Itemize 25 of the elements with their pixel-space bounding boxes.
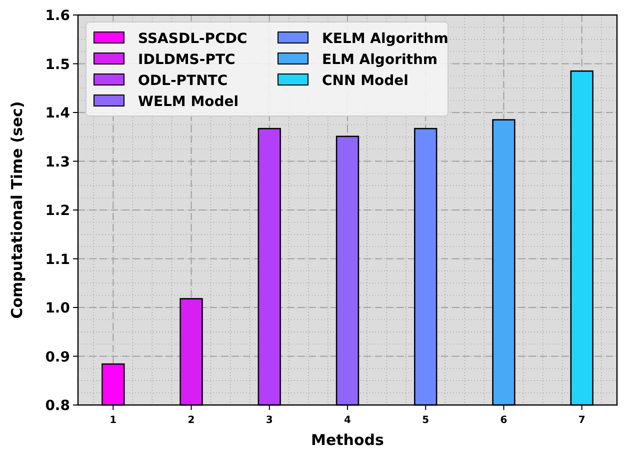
y-tick-label: 1.4 — [45, 106, 70, 122]
x-tick-label: 6 — [500, 415, 508, 426]
y-tick-label: 1.1 — [45, 252, 70, 268]
x-tick-label: 2 — [188, 415, 195, 426]
y-tick-label: 0.8 — [45, 398, 70, 414]
y-tick-label: 1.3 — [45, 154, 70, 170]
y-tick-label: 1.0 — [45, 300, 70, 316]
y-tick-label: 1.6 — [45, 8, 70, 24]
y-axis-title: Computational Time (sec) — [8, 101, 26, 319]
legend-label: WELM Model — [138, 94, 239, 110]
x-axis-title: Methods — [311, 431, 384, 449]
legend-label: ELM Algorithm — [322, 52, 438, 68]
x-tick-label: 4 — [344, 415, 352, 426]
legend-label: ODL-PTNTC — [138, 73, 228, 89]
x-tick-label: 5 — [422, 415, 430, 426]
y-tick-label: 0.9 — [45, 349, 70, 366]
x-tick-label: 3 — [266, 415, 273, 426]
legend-label: SSASDL-PCDC — [138, 31, 248, 47]
legend-label: KELM Algorithm — [322, 31, 448, 47]
y-tick-label: 1.2 — [45, 203, 70, 219]
x-tick-label: 7 — [578, 415, 586, 426]
legend-label: CNN Model — [322, 73, 408, 89]
y-tick-label: 1.5 — [45, 56, 70, 73]
x-tick-label: 1 — [110, 415, 117, 426]
legend-label: IDLDMS-PTC — [138, 52, 236, 68]
